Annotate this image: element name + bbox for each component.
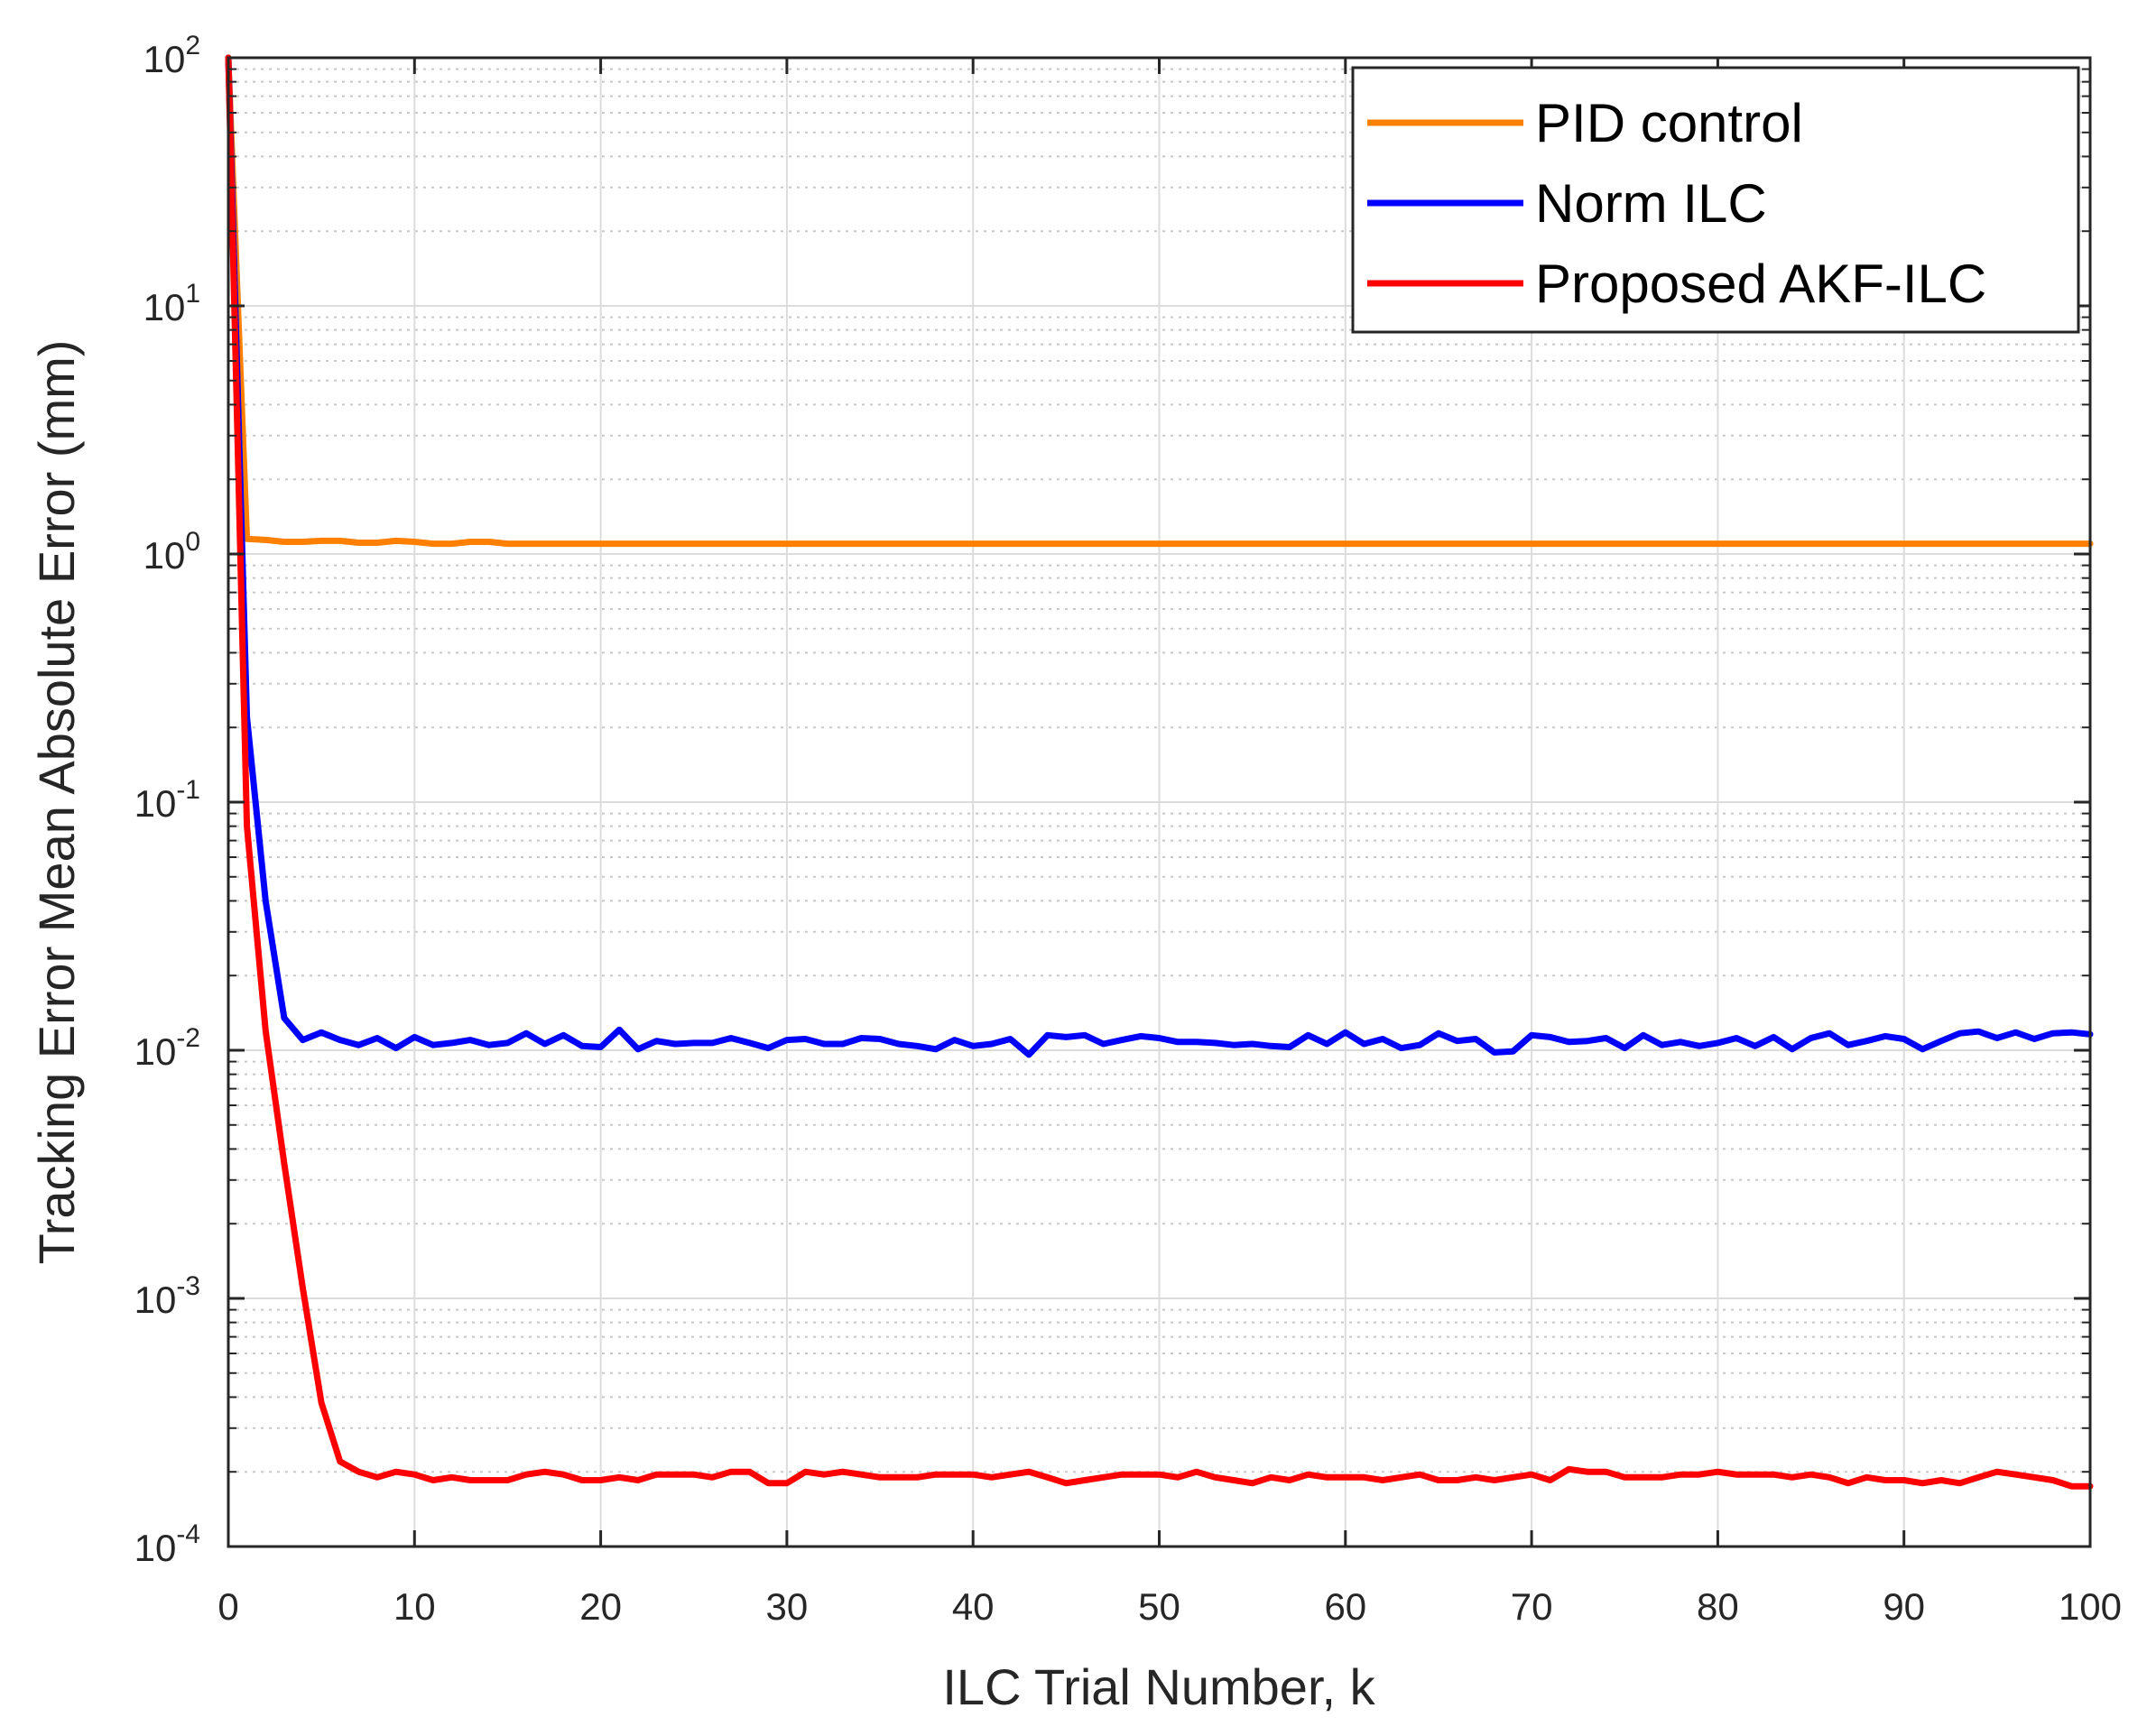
y-tick-label: 10-3 — [134, 1271, 200, 1321]
x-tick-label: 30 — [766, 1585, 809, 1628]
y-tick-label: 10-4 — [134, 1519, 200, 1569]
y-tick-label: 100 — [143, 527, 200, 577]
y-axis-label: Tracking Error Mean Absolute Error (mm) — [28, 340, 85, 1265]
x-tick-label: 80 — [1697, 1585, 1739, 1628]
x-tick-label: 70 — [1511, 1585, 1553, 1628]
legend-label-pid-control: PID control — [1535, 93, 1803, 153]
series-line-proposed-akf-ilc — [225, 54, 2094, 1490]
y-tick-label: 10-2 — [134, 1023, 200, 1073]
y-axis-tick-labels: 10-4 10-3 10-2 10-1 100 101 102 — [134, 31, 200, 1569]
x-tick-label: 50 — [1138, 1585, 1180, 1628]
x-axis-label: ILC Trial Number, k — [942, 1658, 1375, 1715]
x-tick-label: 0 — [217, 1585, 238, 1628]
axis-ticks — [227, 56, 2092, 1548]
x-tick-label: 10 — [393, 1585, 436, 1628]
legend-label-proposed-akf-ilc: Proposed AKF-ILC — [1535, 254, 1986, 314]
series-layer — [225, 54, 2094, 1490]
y-tick-label: 101 — [143, 279, 200, 328]
x-tick-label: 90 — [1883, 1585, 1925, 1628]
series-line-pid-control — [225, 54, 2094, 548]
legend-label-norm-ilc: Norm ILC — [1535, 173, 1767, 234]
x-tick-label: 40 — [952, 1585, 995, 1628]
y-tick-label: 10-1 — [134, 775, 200, 825]
y-tick-label: 102 — [143, 31, 200, 80]
x-tick-label: 60 — [1324, 1585, 1366, 1628]
series-line-norm-ilc — [225, 54, 2094, 1058]
x-tick-label: 20 — [579, 1585, 622, 1628]
legend: PID control Norm ILC Proposed AKF-ILC — [1351, 66, 2080, 334]
x-axis-tick-labels: 0 10 20 30 40 50 60 70 80 90 100 — [217, 1585, 2122, 1628]
x-tick-label: 100 — [2059, 1585, 2122, 1628]
